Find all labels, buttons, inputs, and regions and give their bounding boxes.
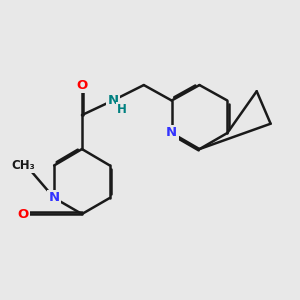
Text: O: O: [76, 79, 88, 92]
Text: N: N: [49, 191, 60, 204]
Text: O: O: [18, 208, 29, 220]
Text: H: H: [117, 103, 127, 116]
Text: N: N: [166, 127, 177, 140]
Text: N: N: [107, 94, 118, 107]
Text: CH₃: CH₃: [11, 159, 35, 172]
